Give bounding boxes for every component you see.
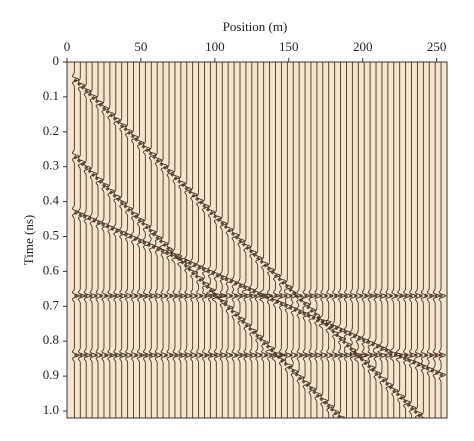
trace [290, 62, 299, 418]
trace [71, 62, 80, 418]
trace [301, 62, 311, 418]
trace [385, 62, 394, 418]
trace [119, 62, 127, 418]
y-tick-label: 0.5 [43, 227, 59, 242]
x-tick-label: 50 [134, 39, 147, 54]
trace [343, 62, 352, 418]
trace [306, 62, 317, 418]
trace [420, 62, 429, 418]
y-tick-label: 0.7 [43, 297, 60, 312]
trace [284, 62, 293, 418]
trace [177, 62, 189, 418]
trace [259, 62, 274, 418]
trace [414, 62, 423, 418]
trace [354, 62, 368, 418]
event [73, 78, 423, 418]
trace [248, 62, 258, 418]
trace [277, 62, 287, 418]
x-tick-label: 250 [427, 39, 447, 54]
trace [225, 62, 234, 418]
trace [336, 62, 346, 418]
trace [211, 62, 227, 418]
trace [438, 62, 447, 418]
trace [318, 62, 332, 418]
y-axis-label: Time (ns) [21, 215, 36, 265]
trace [217, 62, 228, 418]
trace [95, 62, 104, 418]
trace [372, 62, 382, 418]
trace [367, 62, 376, 418]
event [73, 155, 342, 418]
trace [264, 62, 275, 418]
trace [206, 62, 216, 418]
trace [254, 62, 263, 418]
trace [314, 62, 323, 418]
trace [395, 62, 409, 418]
trace [196, 62, 204, 418]
trace [231, 62, 240, 418]
trace [349, 62, 358, 418]
y-tick-label: 0.8 [43, 332, 59, 347]
x-tick-label: 0 [64, 39, 71, 54]
y-tick-label: 0.6 [43, 262, 60, 277]
event [73, 210, 445, 378]
y-tick-label: 0.9 [43, 367, 59, 382]
trace [407, 62, 417, 418]
trace [154, 62, 163, 418]
trace [359, 62, 370, 418]
trace [101, 62, 110, 418]
trace [432, 62, 441, 418]
trace [125, 62, 133, 418]
trace [389, 62, 403, 418]
trace [183, 62, 192, 418]
trace [171, 62, 183, 418]
trace [136, 62, 145, 418]
x-tick-label: 200 [353, 39, 373, 54]
chart-title: Position (m) [223, 19, 288, 34]
y-tick-label: 0.4 [43, 193, 60, 208]
x-tick-label: 100 [205, 39, 225, 54]
trace [107, 62, 116, 418]
trace [201, 62, 210, 418]
trace [142, 62, 151, 418]
plot-background [67, 62, 447, 418]
trace [83, 62, 92, 418]
trace [188, 62, 198, 418]
trace [113, 62, 121, 418]
trace [377, 62, 388, 418]
trace [271, 62, 285, 418]
y-tick-label: 0.2 [43, 123, 59, 138]
trace [331, 62, 340, 418]
plot-frame [66, 61, 448, 419]
y-tick-label: 0.3 [43, 158, 59, 173]
trace [148, 62, 157, 418]
trace [325, 62, 335, 418]
y-tick-label: 0.1 [43, 88, 59, 103]
trace [77, 62, 86, 418]
trace [89, 62, 98, 418]
x-tick-label: 150 [279, 39, 299, 54]
trace [426, 62, 435, 418]
trace [296, 62, 305, 418]
y-tick-label: 0 [53, 53, 60, 68]
trace [241, 62, 252, 418]
trace [237, 62, 246, 418]
trace [166, 62, 175, 418]
y-tick-label: 1.0 [43, 402, 59, 417]
plot-area [71, 62, 447, 418]
